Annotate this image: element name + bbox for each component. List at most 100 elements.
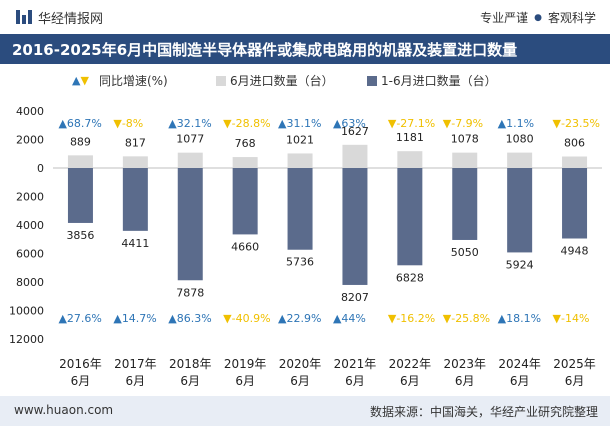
june-value-label: 817: [125, 136, 146, 149]
down-triangle-icon: ▼: [443, 117, 452, 130]
cumulative-growth-label: ▼-25.8%: [443, 312, 490, 325]
down-triangle-icon: ▼: [388, 117, 397, 130]
legend-growth: ▲ ▼ 同比增速(%): [72, 72, 168, 89]
cumulative-value-label: 5924: [506, 258, 534, 271]
x-category-label-month: 6月: [510, 374, 530, 388]
legend-cumulative-label: 1-6月进口数量（台）: [381, 74, 497, 88]
y-tick-label: 2000: [16, 134, 44, 147]
chart-title: 2016-2025年6月中国制造半导体器件或集成电路用的机器及装置进口数量: [12, 41, 518, 59]
june-bar: [122, 156, 148, 168]
cumulative-value-label: 4660: [231, 240, 259, 253]
brand[interactable]: 华经情报网: [16, 8, 103, 27]
up-triangle-icon: ▲: [72, 74, 81, 87]
bullet-dot-icon: ●: [534, 12, 542, 23]
june-growth-label: ▲1.1%: [498, 117, 534, 130]
footer-source: 数据来源：中国海关，华经产业研究院整理: [369, 405, 598, 419]
y-tick-label: 6000: [16, 248, 44, 261]
cumulative-value-label: 4411: [121, 237, 149, 250]
x-category-label-month: 6月: [126, 374, 146, 388]
title-bar: 2016-2025年6月中国制造半导体器件或集成电路用的机器及装置进口数量: [0, 34, 610, 64]
june-growth-value: -28.8%: [232, 117, 271, 130]
down-triangle-icon: ▼: [113, 117, 122, 130]
up-triangle-icon: ▲: [333, 117, 342, 130]
cumulative-growth-label: ▲44%: [333, 312, 366, 325]
up-triangle-icon: ▲: [113, 312, 122, 325]
june-value-label: 806: [564, 137, 585, 150]
june-bar: [342, 144, 368, 168]
june-value-label: 1627: [341, 125, 369, 138]
footer-website[interactable]: www.huaon.com: [14, 403, 114, 417]
june-growth-value: -27.1%: [396, 117, 435, 130]
x-category-label-year: 2021年: [334, 357, 377, 371]
cumulative-growth-value: 18.1%: [506, 312, 541, 325]
june-growth-label: ▼-28.8%: [223, 117, 270, 130]
cumulative-value-label: 5736: [286, 256, 314, 269]
up-triangle-icon: ▲: [498, 117, 507, 130]
june-bar: [507, 152, 533, 168]
x-category-label-year: 2017年: [114, 357, 157, 371]
june-growth-label: ▲31.1%: [278, 117, 321, 130]
legend-june: 6月进口数量（台）: [216, 72, 334, 89]
legend-june-swatch: [216, 75, 226, 86]
x-category-label-month: 6月: [455, 374, 475, 388]
june-growth-value: -23.5%: [561, 117, 600, 130]
cumulative-bar: [287, 168, 313, 250]
cumulative-bar: [67, 168, 93, 223]
down-triangle-icon: ▼: [223, 312, 232, 325]
x-category-label-year: 2019年: [224, 357, 267, 371]
cumulative-growth-value: -16.2%: [396, 312, 435, 325]
june-value-label: 1077: [176, 133, 204, 146]
june-growth-label: ▼-8%: [113, 117, 143, 130]
x-category-label-year: 2023年: [443, 357, 486, 371]
june-bar: [67, 155, 93, 168]
top-bar: 华经情报网 专业严谨 ● 客观科学: [0, 0, 610, 34]
x-category-label-year: 2022年: [389, 357, 432, 371]
cumulative-growth-label: ▲86.3%: [168, 312, 211, 325]
chart-plot: 4000 2000 0 2000 4000 6000 8000 10000 12000 889 38…: [9, 105, 602, 388]
x-category-label-year: 2024年: [498, 357, 541, 371]
x-category-label-year: 2016年: [59, 357, 102, 371]
x-category-label-month: 6月: [71, 374, 91, 388]
cumulative-value-label: 3856: [66, 229, 94, 242]
y-tick-label: 8000: [16, 276, 44, 289]
june-growth-value: 63%: [341, 117, 365, 130]
y-tick-label: 4000: [16, 105, 44, 118]
x-category-label-year: 2020年: [279, 357, 322, 371]
cumulative-growth-label: ▼-40.9%: [223, 312, 270, 325]
up-triangle-icon: ▲: [58, 312, 67, 325]
footer: www.huaon.com 数据来源：中国海关，华经产业研究院整理: [0, 396, 610, 426]
cumulative-bar: [562, 168, 588, 239]
cumulative-growth-value: -14%: [561, 312, 589, 325]
x-category-label-year: 2018年: [169, 357, 212, 371]
down-triangle-icon: ▼: [80, 74, 89, 87]
june-value-label: 1080: [506, 133, 534, 146]
x-category-label-month: 6月: [235, 374, 255, 388]
x-category-label-month: 6月: [400, 374, 420, 388]
june-value-label: 889: [70, 135, 91, 148]
y-tick-label: 10000: [9, 305, 44, 318]
down-triangle-icon: ▼: [553, 312, 562, 325]
up-triangle-icon: ▲: [168, 312, 177, 325]
x-category-label-month: 6月: [290, 374, 310, 388]
cumulative-growth-label: ▼-16.2%: [388, 312, 435, 325]
cumulative-bar: [452, 168, 478, 240]
down-triangle-icon: ▼: [443, 312, 452, 325]
cumulative-growth-value: 86.3%: [177, 312, 212, 325]
cumulative-growth-value: 44%: [341, 312, 365, 325]
cumulative-growth-label: ▲18.1%: [498, 312, 541, 325]
cumulative-bar: [232, 168, 258, 235]
cumulative-growth-value: 14.7%: [122, 312, 157, 325]
y-tick-label: 4000: [16, 219, 44, 232]
up-triangle-icon: ▲: [498, 312, 507, 325]
june-value-label: 1181: [396, 131, 424, 144]
june-growth-label: ▼-27.1%: [388, 117, 435, 130]
june-growth-label: ▼-23.5%: [553, 117, 600, 130]
cumulative-growth-value: -25.8%: [451, 312, 490, 325]
june-growth-value: 31.1%: [287, 117, 322, 130]
june-value-label: 1078: [451, 133, 479, 146]
y-tick-label: 2000: [16, 191, 44, 204]
cumulative-bar: [342, 168, 368, 285]
june-bar: [287, 153, 313, 168]
tagline: 专业严谨 ● 客观科学: [480, 9, 596, 26]
cumulative-growth-label: ▼-14%: [553, 312, 590, 325]
